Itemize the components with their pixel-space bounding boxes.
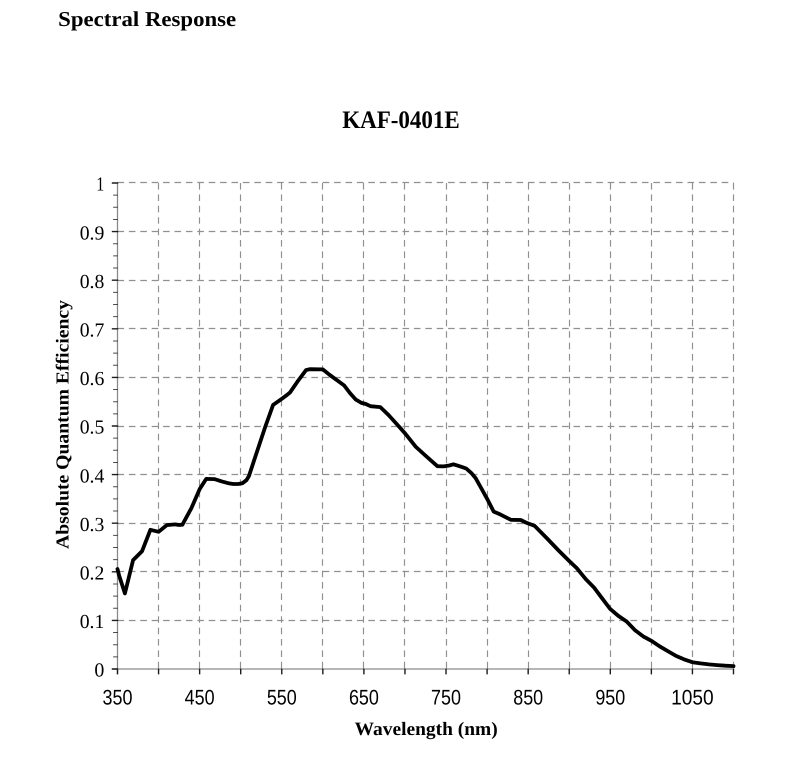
svg-text:0.5: 0.5 [80,417,105,439]
svg-text:Spectral Response: Spectral Response [58,7,236,31]
svg-text:750: 750 [431,686,461,709]
svg-text:Absolute Quantum Efficiency: Absolute Quantum Efficiency [53,300,73,549]
svg-text:550: 550 [267,686,297,709]
svg-text:KAF-0401E: KAF-0401E [342,107,460,134]
svg-text:1: 1 [96,174,104,196]
svg-text:Wavelength (nm): Wavelength (nm) [355,719,498,740]
svg-text:650: 650 [349,686,379,709]
svg-text:850: 850 [513,686,543,709]
svg-text:0: 0 [94,660,104,682]
svg-text:0.4: 0.4 [80,465,105,487]
svg-text:1050: 1050 [671,686,714,709]
svg-text:0.7: 0.7 [80,320,105,342]
svg-text:0.8: 0.8 [80,271,105,293]
svg-text:450: 450 [185,686,215,709]
svg-text:950: 950 [595,686,625,709]
svg-text:0.9: 0.9 [80,222,105,244]
svg-text:0.1: 0.1 [80,611,105,633]
svg-text:0.2: 0.2 [80,563,105,585]
svg-text:0.3: 0.3 [80,514,105,536]
svg-text:350: 350 [103,686,133,709]
svg-text:0.6: 0.6 [80,368,105,390]
